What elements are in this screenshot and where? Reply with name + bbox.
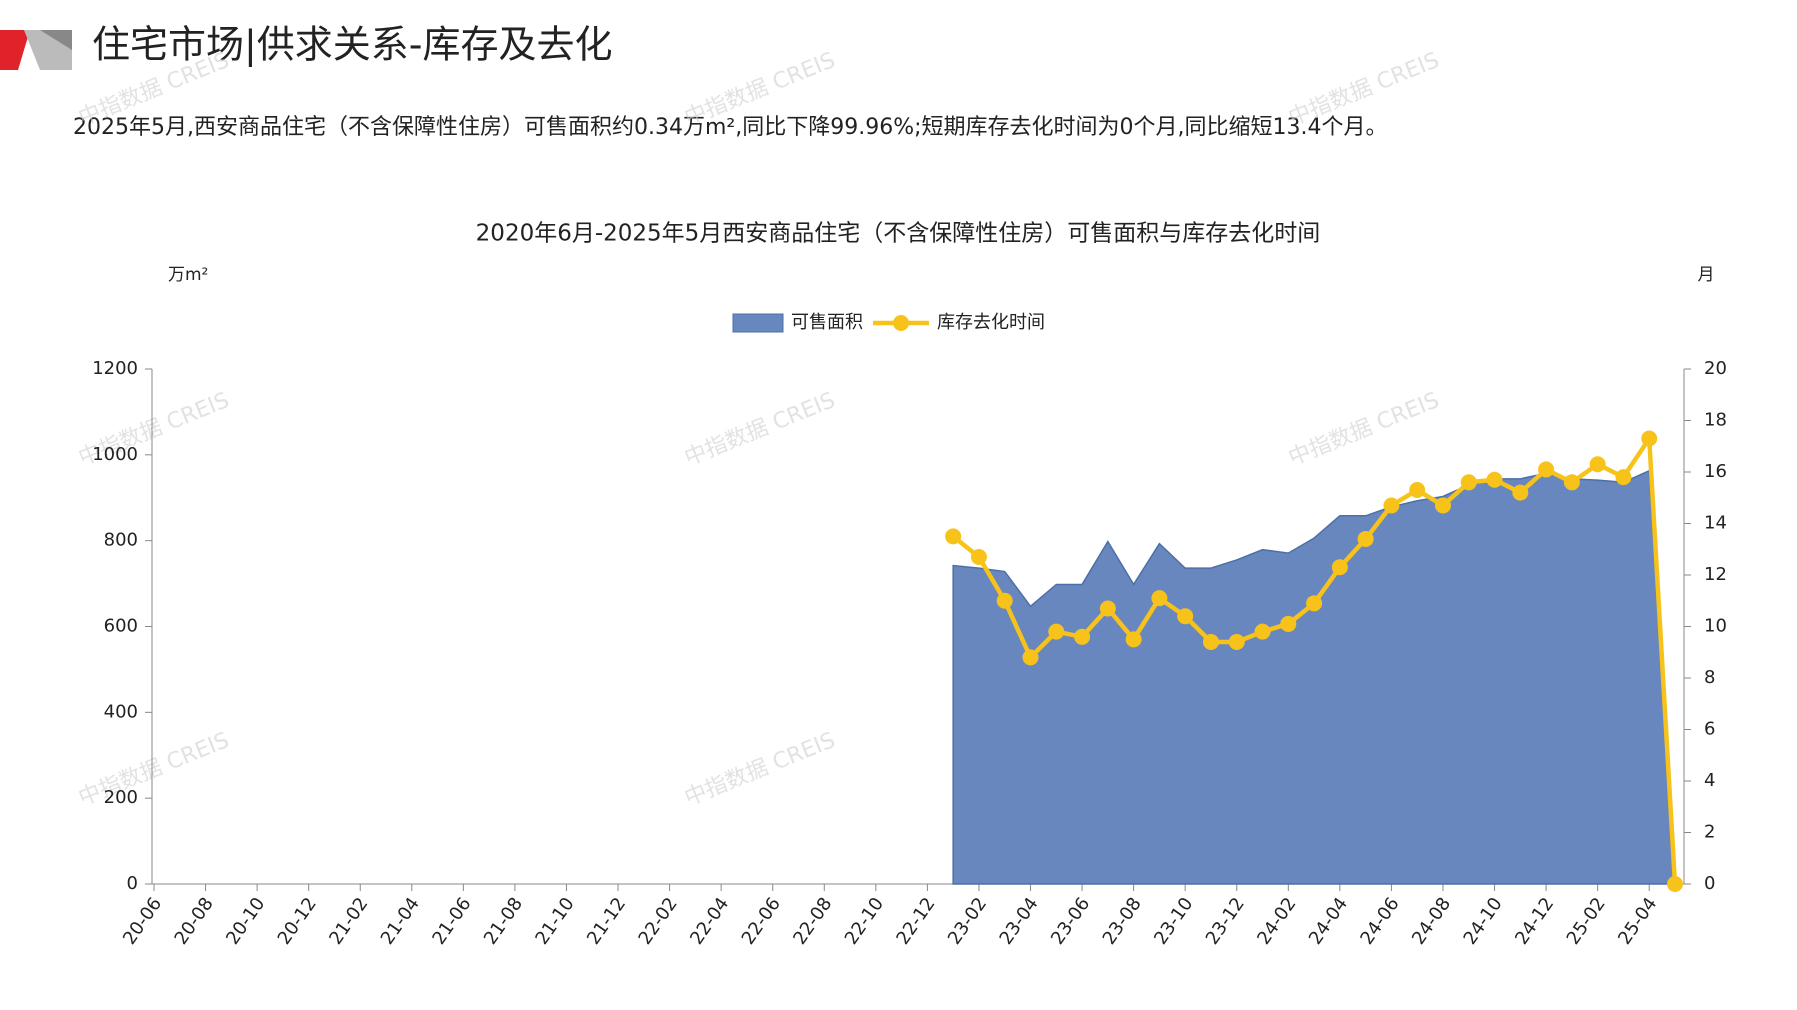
y-tick-label: 1000 [92,444,138,465]
logo-dark [40,30,72,50]
x-tick-label: 22-02 [635,894,682,949]
y-tick-label: 0 [127,873,138,894]
chart-title: 2020年6月-2025年5月西安商品住宅（不含保障性住房）可售面积与库存去化时… [476,221,1321,247]
x-tick-label: 23-08 [1099,894,1146,949]
x-tick-label: 25-04 [1614,894,1661,949]
line-point [1538,461,1555,478]
logo-red [0,30,30,70]
x-tick-label: 21-08 [480,894,527,949]
x-tick-label: 21-04 [377,894,424,949]
line-point [1280,615,1297,632]
line-point [1589,456,1606,473]
line-point [1177,608,1194,625]
x-tick-label: 24-04 [1305,894,1352,949]
x-tick-label: 23-12 [1202,894,1249,949]
y2-tick-label: 0 [1704,873,1715,894]
legend-label: 可售面积 [791,312,863,333]
y2-tick-label: 8 [1704,667,1715,688]
line-point [1460,474,1477,491]
line-point [1228,633,1245,650]
line-point [1022,649,1039,666]
page-title: 住宅市场|供求关系-库存及去化 [92,23,613,68]
line-point [945,528,962,545]
x-tick-label: 24-12 [1511,894,1558,949]
x-tick-label: 22-08 [789,894,836,949]
subtitle: 2025年5月,西安商品住宅（不含保障性住房）可售面积约0.34万m²,同比下降… [73,115,1387,140]
line-point [1641,430,1658,447]
line-point [1099,600,1116,617]
x-tick-label: 20-10 [222,894,269,949]
watermark: 中指数据 CREIS [681,388,839,471]
line-point [1615,469,1632,486]
line-point [1383,497,1400,514]
area [952,469,1676,885]
y2-tick-label: 12 [1704,564,1727,585]
line-point [1563,474,1580,491]
line-point [1486,471,1503,488]
x-tick-label: 23-04 [995,894,1042,949]
watermark: 中指数据 CREIS [1285,388,1443,471]
y-tick-label: 800 [104,530,138,551]
x-tick-label: 24-08 [1408,894,1455,949]
y-axis-unit: 万m² [168,265,208,285]
x-tick-label: 21-12 [583,894,630,949]
line-point [1074,628,1091,645]
x-tick-label: 22-12 [892,894,939,949]
line-point [1254,623,1271,640]
line-point [1512,484,1529,501]
legend-label: 库存去化时间 [937,312,1045,333]
y2-tick-label: 14 [1704,513,1727,534]
legend-swatch [732,313,784,333]
y2-axis-unit: 月 [1698,265,1715,285]
x-tick-label: 21-06 [428,894,475,949]
line-point [1331,559,1348,576]
x-tick-label: 20-08 [171,894,218,949]
y2-tick-label: 16 [1704,461,1727,482]
x-tick-label: 25-02 [1563,894,1610,949]
line-point [1434,497,1451,514]
line-point [970,548,987,565]
line-point [1125,631,1142,648]
x-tick-label: 23-02 [944,894,991,949]
y2-tick-label: 20 [1704,358,1727,379]
y-tick-label: 400 [104,701,138,722]
y2-tick-label: 18 [1704,410,1727,431]
x-tick-label: 22-10 [841,894,888,949]
line-point [1048,623,1065,640]
y2-tick-label: 6 [1704,719,1715,740]
x-tick-label: 23-10 [1150,894,1197,949]
x-tick-label: 23-06 [1047,894,1094,949]
line-point [1306,595,1323,612]
line-point [1151,590,1168,607]
y-tick-label: 1200 [92,358,138,379]
y2-tick-label: 4 [1704,770,1715,791]
line-point [1667,876,1683,892]
x-tick-label: 20-06 [119,894,166,949]
y2-tick-label: 2 [1704,822,1715,843]
line-point [1409,482,1426,499]
x-tick-label: 22-04 [686,894,733,949]
y2-tick-label: 10 [1704,616,1727,637]
x-tick-label: 21-10 [531,894,578,949]
x-tick-label: 20-12 [274,894,321,949]
y-tick-label: 200 [104,787,138,808]
line-point [996,592,1013,609]
x-tick-label: 24-10 [1460,894,1507,949]
watermark: 中指数据 CREIS [75,728,233,811]
x-tick-label: 22-06 [738,894,785,949]
x-tick-label: 24-02 [1253,894,1300,949]
line-point [1357,530,1374,547]
line-point [1202,633,1219,650]
x-tick-label: 21-02 [325,894,372,949]
x-tick-label: 24-06 [1356,894,1403,949]
y-tick-label: 600 [104,616,138,637]
legend-swatch-dot [893,315,909,331]
watermark: 中指数据 CREIS [681,728,839,811]
